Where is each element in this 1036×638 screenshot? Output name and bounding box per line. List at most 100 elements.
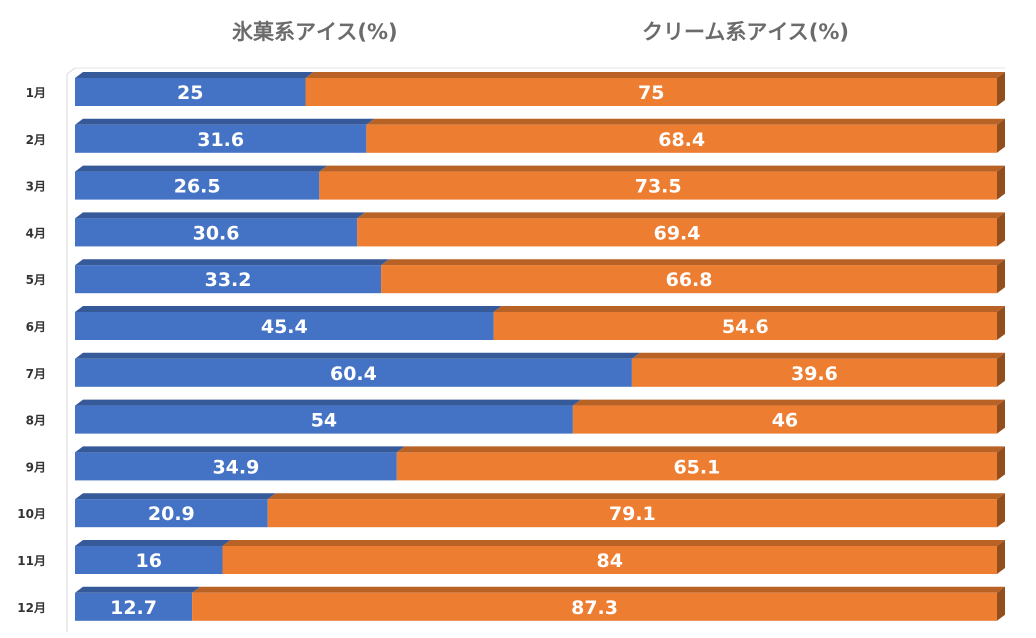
bar-segment-hyoka	[75, 405, 573, 434]
bar-segment-hyoka	[75, 358, 632, 387]
category-label: 11月	[17, 554, 46, 568]
series-header-left: 氷菓系アイス(%)	[232, 20, 398, 44]
series-header-right: クリーム系アイス(%)	[642, 20, 849, 44]
data-label: 45.4	[261, 316, 308, 338]
bar-top-hyoka	[75, 446, 405, 453]
bar-segment-hyoka	[75, 312, 494, 340]
data-label: 12.7	[110, 597, 157, 619]
bar-top-hyoka	[75, 352, 640, 359]
bar-top-cream	[572, 399, 1005, 406]
data-label: 16	[136, 550, 162, 572]
bar-segment-hyoka	[75, 499, 268, 528]
bar-segment-hyoka	[75, 452, 397, 481]
category-label: 8月	[26, 414, 46, 428]
bar-top-cream	[305, 72, 1005, 78]
bar-side	[997, 212, 1005, 247]
bar-segment-cream	[493, 312, 997, 340]
data-label: 39.6	[791, 363, 838, 385]
data-label: 33.2	[205, 269, 252, 291]
data-label: 84	[597, 550, 623, 572]
data-label: 20.9	[148, 503, 195, 525]
category-label: 4月	[26, 226, 46, 240]
bar-top-cream	[222, 540, 1005, 546]
bar-top-cream	[319, 165, 1006, 172]
bar-top-hyoka	[75, 118, 375, 125]
bar-top-hyoka	[75, 212, 366, 219]
bar-top-hyoka	[75, 165, 328, 172]
category-label: 12月	[17, 601, 46, 615]
bar-side	[997, 446, 1005, 481]
bar-side	[997, 72, 1005, 106]
data-label: 79.1	[609, 503, 656, 525]
bar-top-cream	[192, 586, 1005, 593]
bar-side	[997, 586, 1005, 621]
category-label: 10月	[17, 507, 46, 521]
category-label: 7月	[26, 367, 46, 381]
data-label: 65.1	[673, 456, 720, 478]
bar-segment-cream	[366, 124, 997, 153]
bar-top-hyoka	[75, 540, 231, 546]
data-label: 87.3	[571, 597, 618, 619]
bar-segment-cream	[396, 452, 997, 481]
data-label: 34.9	[212, 456, 259, 478]
bar-segment-cream	[305, 78, 997, 106]
bar-top-cream	[493, 306, 1005, 312]
data-label: 68.4	[658, 129, 705, 151]
category-label: 3月	[26, 180, 46, 194]
bar-top-hyoka	[75, 399, 581, 406]
bar-top-hyoka	[75, 72, 314, 78]
data-label: 73.5	[635, 176, 682, 198]
bar-top-cream	[381, 259, 1005, 266]
data-label: 25	[177, 82, 203, 104]
bar-segment-hyoka	[75, 218, 358, 247]
data-label: 30.6	[193, 222, 240, 244]
category-label: 5月	[26, 273, 46, 287]
bar-segment-hyoka	[75, 546, 223, 574]
bar-segment-cream	[222, 546, 997, 574]
bar-side	[997, 165, 1005, 200]
category-label: 9月	[26, 460, 46, 474]
axis-top-edge	[66, 67, 76, 75]
bar-top-hyoka	[75, 493, 276, 500]
bar-top-cream	[366, 118, 1005, 125]
bar-side	[997, 399, 1005, 434]
bar-segment-cream	[572, 405, 997, 434]
bar-segment-hyoka	[75, 171, 320, 200]
bar-segment-hyoka	[75, 592, 193, 621]
data-label: 54.6	[722, 316, 769, 338]
category-label: 6月	[26, 320, 46, 334]
bar-segment-cream	[357, 218, 998, 247]
data-label: 60.4	[330, 363, 377, 385]
bar-segment-cream	[631, 358, 997, 387]
bar-side	[997, 540, 1005, 574]
data-label: 54	[311, 410, 337, 432]
bar-top-cream	[357, 212, 1006, 219]
bar-side	[997, 306, 1005, 340]
data-label: 69.4	[654, 222, 701, 244]
bar-segment-cream	[192, 592, 997, 621]
bar-side	[997, 259, 1005, 294]
data-label: 46	[772, 410, 798, 432]
bar-segment-hyoka	[75, 265, 382, 294]
bar-side	[997, 493, 1005, 528]
bar-top-cream	[267, 493, 1005, 500]
bar-top-cream	[396, 446, 1005, 453]
bar-top-hyoka	[75, 259, 390, 266]
bar-segment-cream	[319, 171, 998, 200]
data-label: 31.6	[197, 129, 244, 151]
data-label: 66.8	[666, 269, 713, 291]
bar-segment-cream	[381, 265, 997, 294]
bar-top-cream	[631, 352, 1005, 359]
bar-segment-hyoka	[75, 78, 306, 106]
bar-top-hyoka	[75, 586, 201, 593]
bar-top-hyoka	[75, 306, 502, 312]
bar-segment-hyoka	[75, 124, 367, 153]
data-label: 75	[638, 82, 664, 104]
bar-side	[997, 352, 1005, 387]
data-label: 26.5	[174, 176, 221, 198]
bar-segment-cream	[267, 499, 997, 528]
category-label: 2月	[26, 133, 46, 147]
category-label: 1月	[26, 86, 46, 100]
bar-side	[997, 118, 1005, 153]
